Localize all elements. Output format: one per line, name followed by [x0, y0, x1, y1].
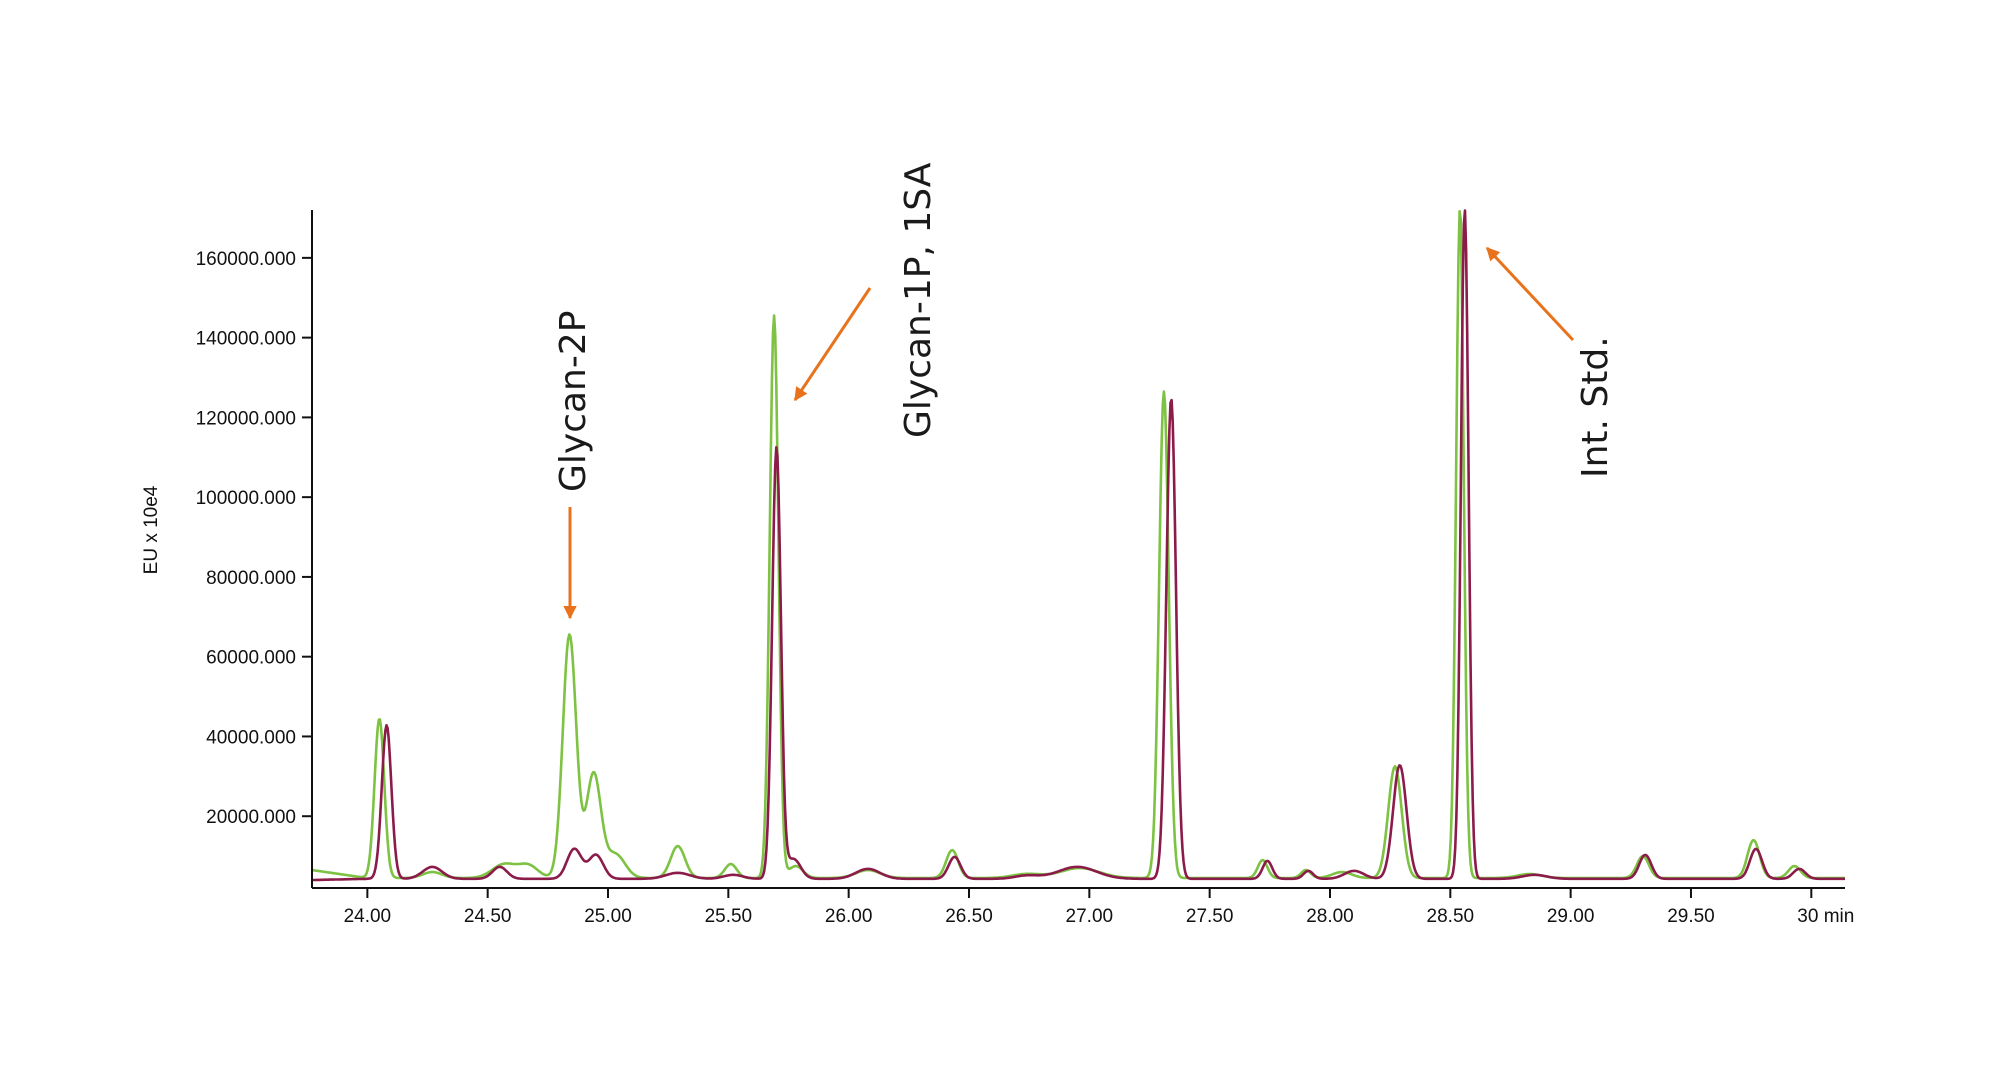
annotation-label-2: Glycan-1P, 1SA: [898, 162, 939, 438]
x-tick-label: 30 min: [1797, 906, 1854, 927]
annotation-arrow-2: [793, 287, 872, 402]
x-tick-label: 24.50: [464, 906, 512, 927]
series-line-2: [311, 209, 1846, 882]
y-tick-label: 20000.000: [206, 807, 296, 828]
series-layer: [311, 209, 1846, 882]
x-tick-label: 29.50: [1667, 906, 1715, 927]
x-tick-label: 26.00: [825, 906, 873, 927]
x-tick-label: 25.00: [584, 906, 632, 927]
x-tick-label: 28.00: [1306, 906, 1354, 927]
series-line-1: [311, 210, 1846, 880]
x-tick-label: 29.00: [1547, 906, 1595, 927]
y-tick-label: 80000.000: [206, 568, 296, 589]
x-tick-label: 25.50: [705, 906, 753, 927]
x-axis-ticks: 24.00 24.50 25.00 25.50 26.00 26.50 27.00 27.50…: [344, 888, 1854, 927]
y-axis-title: EU x 10e4: [141, 485, 162, 574]
annotation-arrow-3: [1485, 246, 1575, 342]
y-tick-label: 160000.000: [196, 249, 296, 270]
y-tick-label: 40000.000: [206, 727, 296, 748]
x-tick-label: 24.00: [344, 906, 392, 927]
annotation-label-3: Int. Std.: [1575, 336, 1616, 478]
x-tick-label: 28.50: [1427, 906, 1475, 927]
y-tick-label: 60000.000: [206, 648, 296, 669]
x-tick-label: 27.50: [1186, 906, 1234, 927]
y-axis-ticks: 20000.000 40000.000 60000.000 80000.000 1000…: [196, 249, 312, 828]
y-tick-label: 120000.000: [196, 408, 296, 429]
x-tick-label: 27.00: [1066, 906, 1114, 927]
y-tick-label: 140000.000: [196, 329, 296, 350]
x-tick-label: 26.50: [945, 906, 993, 927]
annotation-label-1: Glycan-2P: [553, 311, 594, 492]
annotation-layer: Glycan-2P Glycan-1P, 1SA Int. Std.: [553, 162, 1616, 620]
y-tick-label: 100000.000: [196, 488, 296, 509]
